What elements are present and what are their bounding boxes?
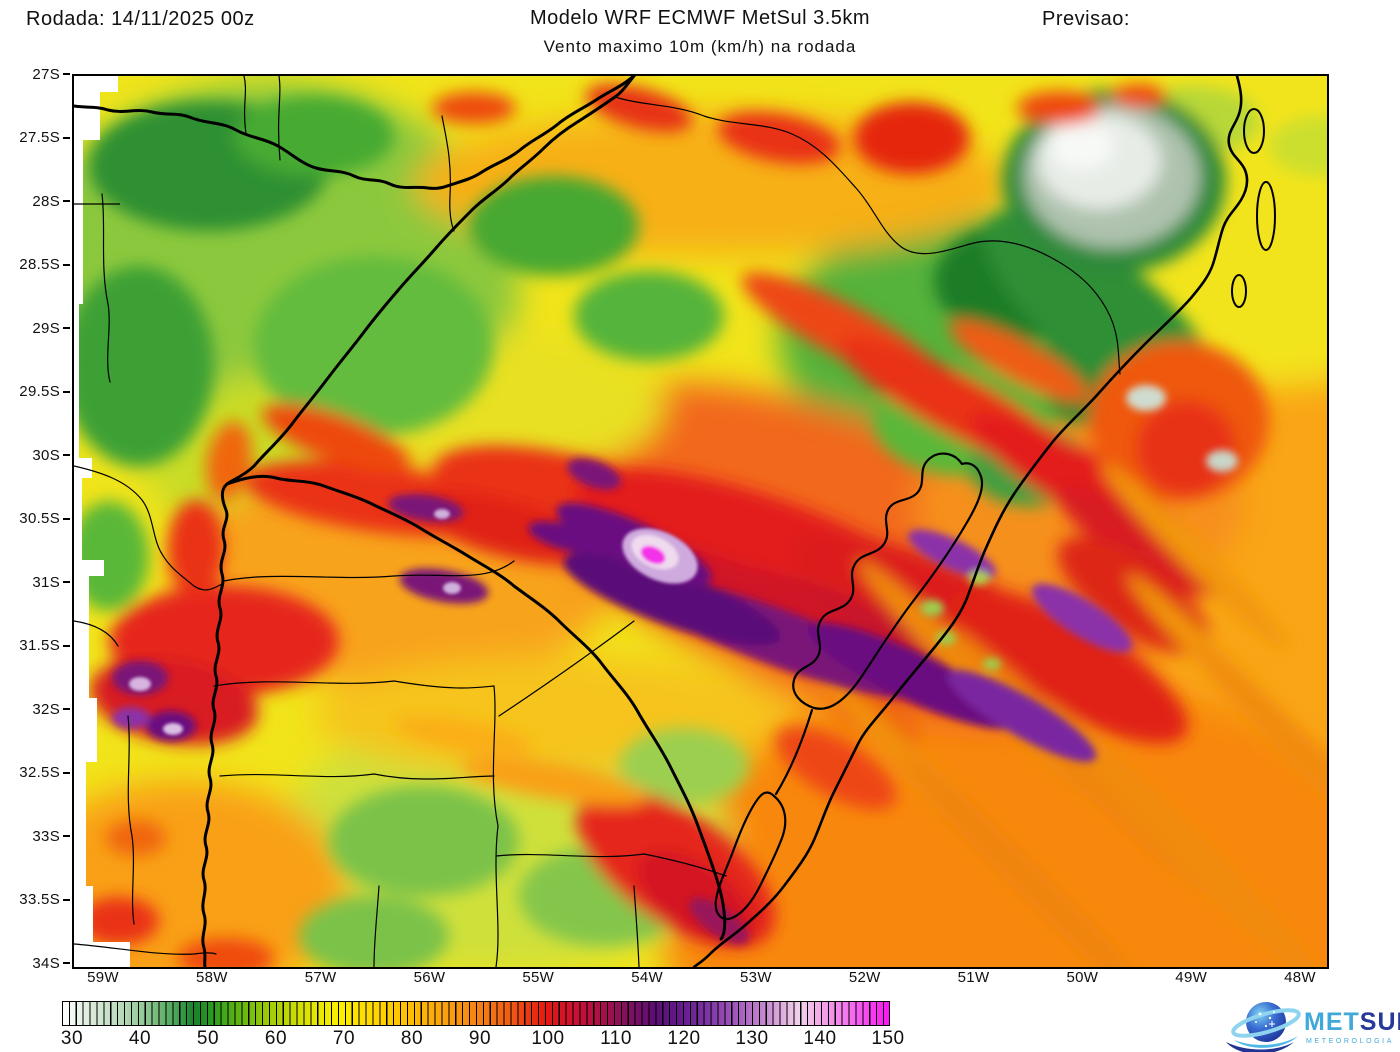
lat-tick-label: 30.5S xyxy=(19,510,70,528)
run-timestamp: Rodada: 14/11/2025 00z xyxy=(26,8,255,30)
lon-tick-label: 57W xyxy=(304,969,337,986)
lon-tick-label: 52W xyxy=(848,969,881,986)
colorbar-tick-label: 40 xyxy=(128,1028,152,1049)
thin-borders xyxy=(74,76,1121,967)
lon-tick-label: 48W xyxy=(1284,969,1316,986)
colorbar-tick-label: 100 xyxy=(531,1028,565,1049)
colorbar-tick-label: 50 xyxy=(196,1028,220,1049)
lat-tick-label: 34S xyxy=(32,954,70,972)
longitude-axis: 59W 58W 57W 56W 55W 54W 53W 52W 51W 50W 49W 48W xyxy=(72,969,1325,993)
lon-tick-label: 59W xyxy=(87,969,119,986)
latitude-axis: 27S 27.5S 28S 28.5S 29S 29.5S 30S 30.5S 31S 31.5S… xyxy=(0,66,70,972)
coastal-lagoon xyxy=(1231,274,1247,308)
lat-tick-label: 33S xyxy=(32,827,70,845)
lon-tick-label: 50W xyxy=(1066,969,1099,986)
lon-tick-label: 53W xyxy=(740,969,772,986)
lat-tick-label: 31S xyxy=(32,573,70,591)
coastal-lagoon xyxy=(1243,108,1265,154)
lat-tick-label: 27.5S xyxy=(19,129,70,147)
colorbar-tick-label: 120 xyxy=(667,1028,701,1049)
lat-tick-label: 27S xyxy=(32,65,70,83)
wind-field-cores xyxy=(129,509,698,735)
coastal-lagoon xyxy=(1256,181,1276,251)
lon-tick-label: 51W xyxy=(957,969,990,986)
wind-map xyxy=(74,76,1327,967)
no-data-region xyxy=(74,76,130,967)
colorbar-labels: 30 40 50 60 70 80 90 100 110 120 130 140 150 xyxy=(60,1028,904,1052)
forecast-label: Previsao: xyxy=(1042,8,1130,30)
logo-tagline: METEOROLOGIA xyxy=(1306,1038,1394,1045)
lagoa-mirim-outline xyxy=(714,791,787,921)
lon-tick-label: 54W xyxy=(631,969,663,986)
lat-tick-label: 29S xyxy=(32,319,70,337)
lat-tick-label: 33.5S xyxy=(19,891,70,909)
lat-tick-label: 30S xyxy=(32,446,70,464)
colorbar-tick-label: 70 xyxy=(332,1028,356,1049)
lat-tick-label: 31.5S xyxy=(19,637,70,655)
map-subtitle: Vento maximo 10m (km/h) na rodada xyxy=(543,37,857,56)
colorbar-tick-label: 90 xyxy=(468,1028,492,1049)
logo-text: METSUL xyxy=(1304,1008,1400,1036)
lat-tick-label: 32.5S xyxy=(19,764,70,782)
colorbar-tick-label: 140 xyxy=(803,1028,837,1049)
lagoa-dos-patos-outline xyxy=(792,452,984,710)
lat-tick-label: 29.5S xyxy=(19,383,70,401)
colorbar-scale xyxy=(62,1001,890,1026)
sao-goncalo-channel xyxy=(774,708,814,796)
lon-tick-label: 58W xyxy=(195,969,228,986)
lon-tick-label: 55W xyxy=(522,969,555,986)
planet-icon xyxy=(1226,1002,1301,1052)
colorbar-tick-label: 130 xyxy=(735,1028,769,1049)
metsul-logo: METSUL METEOROLOGIA xyxy=(1226,1002,1400,1052)
map-frame xyxy=(72,74,1329,969)
colorbar-tick-label: 80 xyxy=(400,1028,424,1049)
colorbar-tick-label: 30 xyxy=(60,1028,84,1049)
lon-tick-label: 49W xyxy=(1175,969,1208,986)
country-borders xyxy=(74,76,727,967)
lon-tick-label: 56W xyxy=(413,969,446,986)
wind-field-details xyxy=(74,84,1327,967)
colorbar-tick-label: 150 xyxy=(871,1028,905,1049)
lat-tick-label: 28.5S xyxy=(19,256,70,274)
lat-tick-label: 28S xyxy=(32,192,70,210)
colorbar-tick-label: 110 xyxy=(600,1028,632,1049)
coastline xyxy=(692,76,1276,967)
lat-tick-label: 32S xyxy=(32,700,70,718)
colorbar-tick-label: 60 xyxy=(264,1028,288,1049)
